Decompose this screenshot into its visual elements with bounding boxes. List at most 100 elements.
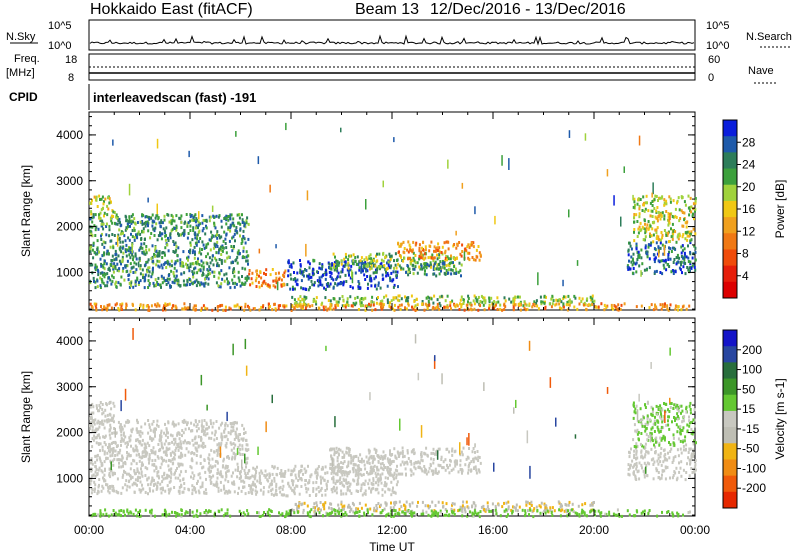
velocity-cell [96,404,98,407]
power-streak [199,248,201,253]
velocity-cell [561,508,563,511]
power-cell [203,266,205,269]
velocity-cell [179,474,181,477]
power-cell [168,274,170,277]
power-cell [220,282,222,285]
velocity-cell [272,473,274,476]
velocity-cell [416,505,418,508]
velocity-cell [232,456,234,459]
power-cell [205,255,207,258]
velocity-cell [271,465,273,468]
power-cell [114,283,116,286]
velocity-cell [451,454,453,457]
power-cell [194,304,196,307]
velocity-cell [368,452,370,455]
velocity-cell [166,476,168,479]
power-cell [650,214,652,217]
power-cell [680,263,682,266]
velocity-cell [396,483,398,486]
power-cell [107,208,109,211]
power-cell [194,246,196,249]
power-cell [170,236,172,239]
power-cell [221,304,223,307]
velocity-cell [367,482,369,485]
velocity-cell [425,447,427,450]
velocity-cell [294,487,296,490]
power-cell [127,260,129,263]
velocity-cell [312,481,314,484]
power-cell [685,204,687,207]
power-cell [161,275,163,278]
velocity-cell [192,439,194,442]
velocity-cell [89,427,91,430]
power-cell [220,253,222,256]
power-cell [323,287,325,290]
velocity-cell [333,470,335,473]
power-cell [278,272,280,275]
velocity-cell [387,457,389,460]
velocity-cell [346,447,348,450]
power-cell [458,241,460,244]
velocity-cell [333,486,335,489]
power-cell [118,267,120,270]
velocity-cell [210,479,212,482]
velocity-cell [358,515,360,518]
velocity-cell [261,472,263,475]
power-cell [227,219,229,222]
velocity-cell [443,460,445,463]
power-cell [145,215,147,218]
velocity-cell [364,464,366,467]
velocity-cell [241,490,243,493]
velocity-cell [215,431,217,434]
power-cell [390,258,392,261]
velocity-cell [301,469,303,472]
velocity-cell [191,466,193,469]
power-cell [309,266,311,269]
velocity-cell [393,509,395,512]
velocity-cell [107,490,109,493]
power-cell [224,238,226,241]
power-cell [137,221,139,224]
power-cell [300,263,302,266]
power-cell [431,254,433,257]
power-cell [665,259,667,262]
velocity-cell [407,449,409,452]
velocity-cell [208,462,210,465]
power-cell [194,250,196,253]
power-cell [518,303,520,306]
power-cell [212,254,214,257]
velocity-cell [373,455,375,458]
power-cell [110,246,112,249]
power-cell [409,257,411,260]
power-cell [293,271,295,274]
power-cell [632,259,634,262]
velocity-cell [136,484,138,487]
power-cell [644,269,646,272]
power-cell [570,301,572,304]
velocity-cell [217,477,219,480]
velocity-cell [116,458,118,461]
power-cell [90,250,92,253]
power-cell [661,272,663,275]
power-streak [562,280,564,286]
power-cell [443,306,445,309]
power-cell [450,268,452,271]
power-cell [658,211,660,214]
power-cell [189,220,191,223]
velocity-cell [412,501,414,504]
velocity-cell [342,451,344,454]
power-cell [348,271,350,274]
velocity-cell [233,422,235,425]
power-cell [241,275,243,278]
power-cell [328,263,330,266]
velocity-cell [217,452,219,455]
power-cell [677,234,679,237]
power-cell [292,288,294,291]
power-cell [678,196,680,199]
velocity-cell [285,494,287,497]
velocity-cell [126,457,128,460]
velocity-cell [259,481,261,484]
power-cell [348,274,350,277]
velocity-cell [203,491,205,494]
velocity-cell [404,508,406,511]
